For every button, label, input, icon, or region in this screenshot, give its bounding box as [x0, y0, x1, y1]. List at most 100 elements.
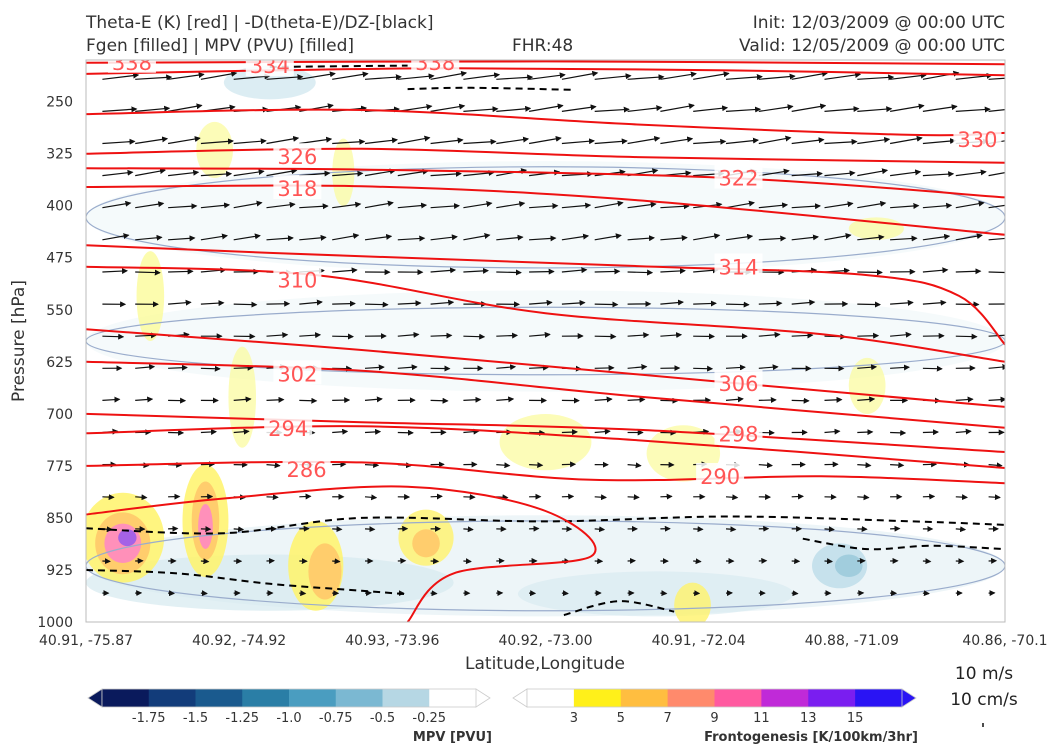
contour-label-bg	[273, 266, 322, 291]
y-axis-ticks: 250 325 400 475 550 625 700 775 850 925 1000	[37, 95, 73, 631]
theta-e-contour-326	[86, 147, 1005, 164]
contour-label-bg	[714, 253, 763, 278]
theta-e-label: 286	[287, 458, 327, 482]
contour-label-bg	[714, 420, 763, 445]
frontogenesis-colorbar: 3 5 7 9 11 13 15	[512, 688, 917, 726]
theta-e-label: 318	[277, 177, 317, 201]
forecast-hour: FHR:48	[512, 36, 574, 56]
contour-labels: 334 338 338 330 326 322 318 314 310 306 302 298 294 2…	[107, 51, 1002, 489]
theta-e-contour-290	[86, 460, 1005, 485]
colorbar-tick-label: 3	[570, 711, 578, 726]
colorbar-swatch	[527, 689, 575, 707]
y-tick-label: 850	[46, 511, 73, 527]
colorbar-swatch	[335, 689, 383, 707]
colorbar-tick-label: -1.5	[183, 711, 208, 726]
stability-contour	[86, 515, 1005, 535]
chart-title-line2: Fgen [filled] | MPV (PVU) [filled]	[86, 36, 355, 56]
y-tick-label: 625	[46, 355, 73, 371]
chart-title-line1: Theta-E (K) [red] | -D(theta-E)/DZ-[blac…	[86, 13, 434, 33]
x-tick-label: 40.91, -75.87	[39, 633, 133, 649]
colorbar-swatch	[714, 689, 762, 707]
colorbar-extend-min	[87, 688, 103, 708]
stability-contour	[802, 537, 1005, 551]
colorbar-swatch	[148, 689, 196, 707]
y-tick-label: 400	[46, 199, 73, 215]
colorbar-extend-min	[512, 688, 528, 708]
theta-e-label: 338	[112, 51, 152, 75]
contour-label-bg	[245, 60, 294, 77]
contour-label-bg	[696, 462, 745, 487]
colorbar-tick-label: 9	[710, 711, 718, 726]
colorbar-swatch	[808, 689, 856, 707]
x-axis-ticks: 40.91, -75.87 40.92, -74.92 40.93, -73.96 4…	[39, 633, 1048, 649]
contour-label-bg	[953, 125, 1002, 150]
colorbar-swatch	[573, 689, 622, 707]
contour-label-bg	[714, 370, 763, 395]
colorbar-tick-label: -1.0	[276, 711, 301, 726]
theta-e-contour-314	[86, 244, 1005, 346]
colorbar-tick-label: 13	[800, 711, 817, 726]
y-tick-label: 550	[46, 303, 73, 319]
theta-e-contour-302	[86, 360, 1005, 429]
colorbar-tick-label: 5	[617, 711, 625, 726]
y-axis-label: Pressure [hPa]	[9, 280, 29, 402]
colorbar-swatch	[382, 689, 430, 707]
y-tick-label: 1000	[37, 615, 73, 631]
plot-frame	[85, 59, 1006, 623]
colorbar-extend-max	[901, 688, 917, 708]
theta-e-contour-322	[86, 167, 1005, 199]
init-time: Init: 12/03/2009 @ 00:00 UTC	[752, 13, 1005, 33]
colorbar-tick-label: -0.25	[412, 711, 446, 726]
theta-e-contour-298	[86, 412, 1005, 453]
contour-label-bg	[282, 456, 331, 481]
theta-e-label: 306	[718, 372, 758, 396]
contour-label-bg	[264, 415, 313, 440]
theta-e-contour-294	[86, 425, 1005, 469]
colorbar-swatch	[289, 689, 337, 707]
stability-contour	[86, 569, 408, 596]
vector-ref-vertical: 10 cm/s	[950, 690, 1018, 710]
mpv-colorbar: -1.75 -1.5 -1.25 -1.0 -0.75 -0.5 -0.25	[87, 688, 491, 726]
x-axis-label: Latitude,Longitude	[465, 654, 625, 674]
theta-e-contour-306	[86, 328, 1005, 408]
theta-e-contour-334	[86, 67, 1005, 77]
colorbar-swatch	[620, 689, 669, 707]
mpv-colorbar-title: MPV [PVU]	[413, 730, 492, 745]
contour-label-bg	[273, 143, 322, 168]
theta-e-label: 326	[277, 145, 317, 169]
colorbar-extend-max	[475, 688, 491, 708]
x-tick-label: 40.93, -73.96	[345, 633, 439, 649]
x-tick-label: 40.86, -70.1	[962, 633, 1047, 649]
colorbar-tick-label: -1.25	[225, 711, 259, 726]
theta-e-contours	[86, 60, 1005, 622]
theta-e-contour-310	[86, 265, 1005, 363]
theta-e-label: 314	[718, 255, 758, 279]
colorbar-swatch	[429, 689, 477, 707]
colorbar-tick-label: 7	[663, 711, 671, 726]
theta-e-contour-286	[86, 485, 597, 622]
colorbar-tick-label: -1.75	[132, 711, 166, 726]
theta-e-label: 338	[415, 51, 455, 75]
stability-contour	[407, 86, 574, 91]
theta-e-label: 294	[268, 417, 308, 441]
colorbar-swatch	[667, 689, 715, 707]
contour-label-bg	[273, 360, 322, 385]
theta-e-label: 302	[277, 362, 317, 386]
colorbar-frame	[101, 688, 477, 708]
theta-e-label: 330	[957, 128, 997, 152]
y-tick-label: 700	[46, 407, 73, 423]
filled-fields	[86, 65, 1005, 622]
colorbar-tick-label: -0.75	[319, 711, 353, 726]
valid-time: Valid: 12/05/2009 @ 00:00 UTC	[739, 36, 1005, 56]
colorbar-tick-label: 11	[753, 711, 770, 726]
contour-label-bg	[107, 60, 156, 73]
colorbar-tick-label: -0.5	[370, 711, 395, 726]
contour-label-bg	[273, 175, 322, 200]
colorbar-tick-label: 15	[847, 711, 864, 726]
x-tick-label: 40.92, -73.00	[498, 633, 592, 649]
y-tick-label: 250	[46, 95, 73, 111]
theta-e-label: 290	[700, 465, 740, 489]
theta-e-label: 298	[718, 423, 758, 447]
contour-label-bg	[714, 164, 763, 189]
